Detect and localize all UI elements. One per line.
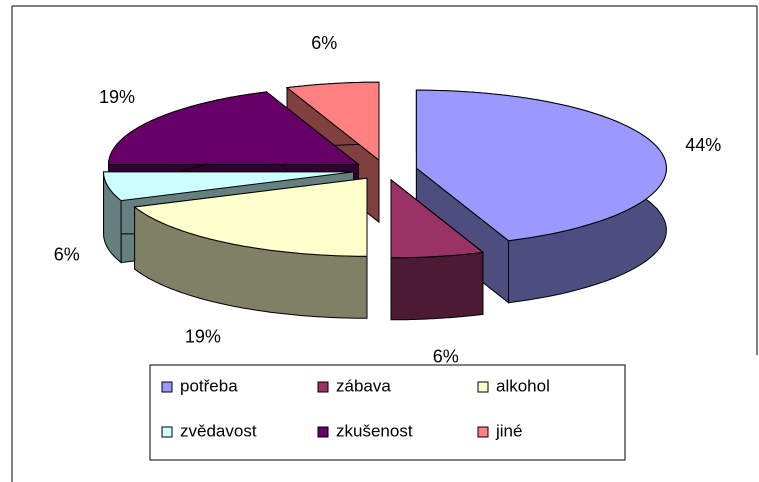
slice — [133, 177, 368, 257]
slice — [390, 178, 485, 259]
slice — [415, 89, 667, 242]
data-label: 19% — [99, 87, 135, 107]
legend-swatch — [161, 381, 173, 393]
legend-label: potřeba — [180, 376, 238, 395]
legend-box — [149, 364, 626, 461]
legend-swatch — [317, 426, 329, 438]
slice-side — [390, 251, 484, 321]
data-label: 19% — [185, 327, 221, 347]
legend-swatch — [161, 426, 173, 438]
legend-swatch — [477, 426, 489, 438]
legend-label: zábava — [336, 376, 391, 395]
data-label: 6% — [54, 245, 80, 265]
legend-label: alkohol — [496, 376, 550, 395]
slice — [285, 81, 380, 162]
data-label: 6% — [311, 33, 337, 53]
slice — [107, 91, 360, 165]
legend-label: zkušenost — [336, 421, 413, 440]
legend-swatch — [477, 381, 489, 393]
data-label: 6% — [433, 346, 459, 366]
slice — [103, 171, 354, 202]
legend-swatch — [317, 381, 329, 393]
data-label: 44% — [685, 135, 721, 155]
legend-label: zvědavost — [180, 421, 257, 440]
legend-label: jiné — [495, 421, 522, 440]
